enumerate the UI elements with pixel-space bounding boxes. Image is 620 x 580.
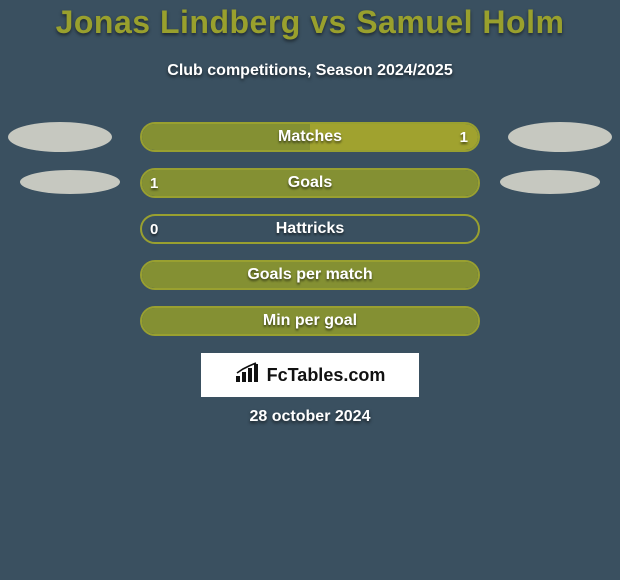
stat-bar-fill-left bbox=[142, 170, 478, 196]
stat-bar-fill-left bbox=[142, 124, 310, 150]
stat-bar-fill-right bbox=[310, 124, 478, 150]
stat-value-left: 0 bbox=[150, 214, 158, 244]
stat-bar-fill-left bbox=[142, 262, 478, 288]
stat-row: Min per goal bbox=[0, 306, 620, 352]
player-ellipse-left bbox=[8, 122, 112, 152]
stat-bar-track bbox=[140, 214, 480, 244]
player-ellipse-right bbox=[500, 170, 600, 194]
player-ellipse-left bbox=[20, 170, 120, 194]
stat-row: Hattricks0 bbox=[0, 214, 620, 260]
stat-value-left: 1 bbox=[150, 168, 158, 198]
stat-row: Goals1 bbox=[0, 168, 620, 214]
page-title: Jonas Lindberg vs Samuel Holm bbox=[0, 4, 620, 41]
stat-bar-track bbox=[140, 306, 480, 336]
page-subtitle: Club competitions, Season 2024/2025 bbox=[0, 62, 620, 80]
stat-row: Matches1 bbox=[0, 122, 620, 168]
stats-rows: Matches1Goals1Hattricks0Goals per matchM… bbox=[0, 122, 620, 352]
player-ellipse-right bbox=[508, 122, 612, 152]
brand-box: FcTables.com bbox=[201, 353, 419, 397]
bar-chart-icon bbox=[235, 362, 261, 389]
date-stamp: 28 october 2024 bbox=[0, 408, 620, 426]
stat-bar-track bbox=[140, 260, 480, 290]
stat-row: Goals per match bbox=[0, 260, 620, 306]
stat-value-right: 1 bbox=[460, 122, 468, 152]
brand-text: FcTables.com bbox=[267, 365, 386, 386]
stat-bar-track bbox=[140, 122, 480, 152]
stat-bar-fill-left bbox=[142, 308, 478, 334]
stat-bar-track bbox=[140, 168, 480, 198]
